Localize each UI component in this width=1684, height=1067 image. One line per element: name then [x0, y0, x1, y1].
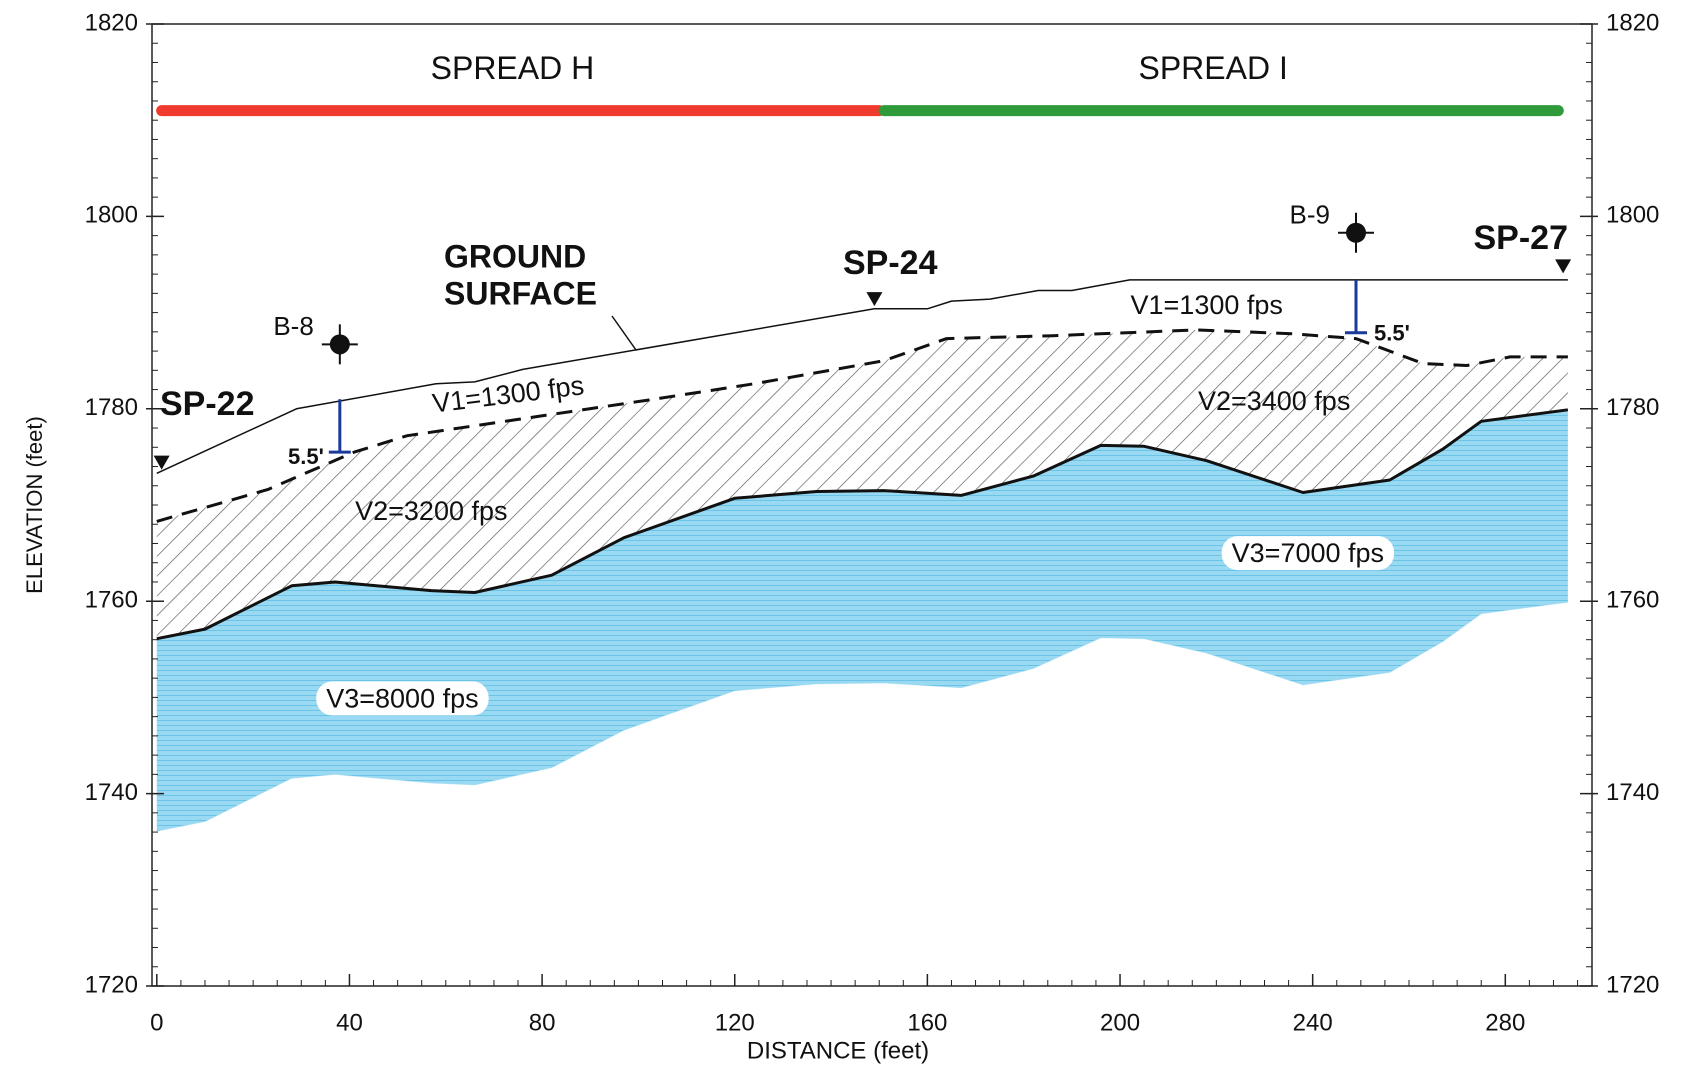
boring-label: B-9: [1290, 200, 1330, 230]
x-tick-label: 40: [336, 1009, 363, 1036]
shot-point-label: SP-27: [1474, 219, 1569, 257]
x-axis-label: DISTANCE (feet): [747, 1037, 929, 1064]
x-tick-label: 240: [1293, 1009, 1333, 1036]
y2-tick-label: 1720: [1606, 971, 1659, 998]
x-tick-label: 120: [715, 1009, 755, 1036]
boring-label: B-8: [273, 311, 313, 341]
x-tick-label: 280: [1485, 1009, 1525, 1036]
velocity-label-group: V1=1300 fps: [1131, 290, 1283, 320]
y-axis-label: ELEVATION (feet): [22, 416, 47, 594]
y-tick-label: 1760: [85, 587, 138, 614]
y-tick-label: 1780: [85, 394, 138, 421]
x-tick-label: 160: [907, 1009, 947, 1036]
page: {"chart_data": { "type": "profile", "xla…: [0, 0, 1684, 1067]
y-tick-label: 1800: [85, 202, 138, 229]
velocity-label: V3=8000 fps: [326, 683, 478, 713]
y-tick-label: 1740: [85, 779, 138, 806]
x-tick-label: 200: [1100, 1009, 1140, 1036]
x-tick-label: 0: [150, 1009, 163, 1036]
shot-point-label: SP-24: [843, 244, 938, 282]
shot-point-marker: [1555, 259, 1571, 273]
spread-label: SPREAD I: [1138, 50, 1287, 86]
y2-tick-label: 1740: [1606, 779, 1659, 806]
velocity-label: V3=7000 fps: [1232, 538, 1384, 568]
boring-marker: [1346, 223, 1366, 243]
y2-tick-label: 1760: [1606, 587, 1659, 614]
y-tick-label: 1820: [85, 9, 138, 36]
velocity-label: V1=1300 fps: [1131, 290, 1283, 320]
boring-marker: [330, 334, 350, 354]
boring-depth-label: 5.5': [288, 444, 324, 469]
velocity-label: V2=3200 fps: [355, 496, 507, 526]
boring-depth-label: 5.5': [1374, 321, 1410, 346]
y-tick-label: 1720: [85, 971, 138, 998]
velocity-label-group: V3=7000 fps: [1222, 536, 1394, 570]
ground-label: SURFACE: [444, 275, 597, 311]
shot-point-marker: [866, 292, 882, 306]
y2-tick-label: 1800: [1606, 202, 1659, 229]
x-tick-label: 80: [529, 1009, 556, 1036]
spread-label: SPREAD H: [431, 50, 595, 86]
velocity-label-group: V3=8000 fps: [316, 681, 488, 715]
y2-tick-label: 1820: [1606, 9, 1659, 36]
velocity-label-group: V2=3200 fps: [355, 496, 507, 526]
shot-point-marker: [154, 456, 170, 470]
chart: DISTANCE (feet) ELEVATION (feet) 0 40 80 12…: [0, 0, 1684, 1067]
velocity-label: V2=3400 fps: [1198, 386, 1350, 416]
y2-tick-label: 1780: [1606, 394, 1659, 421]
velocity-label-group: V2=3400 fps: [1198, 386, 1350, 416]
ground-leader: [612, 316, 636, 350]
ground-label: GROUND: [444, 238, 586, 274]
shot-point-label: SP-22: [160, 385, 255, 423]
